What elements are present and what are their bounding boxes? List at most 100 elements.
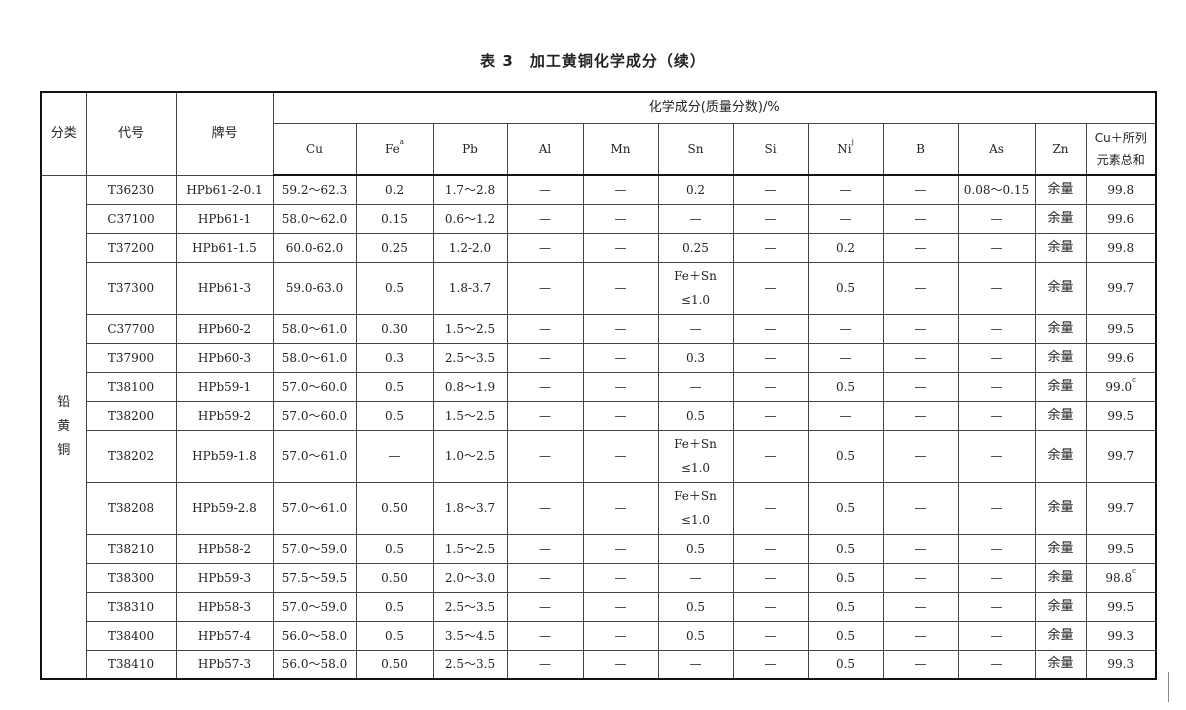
table-cell: HPb59-3 (175, 562, 274, 593)
table-row: T38300 HPb59-3 57.5～59.5 0.50 2.0～3.0 — — — — 0.5… (41, 562, 1157, 593)
cell-value: — (914, 240, 927, 255)
cell-value: — (614, 541, 627, 556)
table-cell: T38410 (85, 649, 177, 680)
footnote-marker: c (1132, 375, 1137, 384)
cell-value: 0.30 (381, 321, 408, 336)
cell-value: HPb59-2.8 (192, 501, 257, 515)
cell-value: HPb59-3 (197, 570, 252, 585)
table-cell: — (506, 429, 584, 483)
cell-value: — (764, 657, 777, 672)
cell-value: 0.25 (682, 240, 709, 255)
table-cell: — (506, 174, 584, 205)
table-cell: — (582, 203, 659, 234)
cell-value: 0.5 (835, 657, 856, 672)
table-cell: HPb59-2 (175, 400, 274, 431)
table-row: T38100 HPb59-1 57.0～60.0 0.5 0.8～1.9 — — — — 0.5 —… (41, 371, 1157, 402)
table-cell: 99.8 (1085, 232, 1157, 263)
cell-value: 0.5 (685, 541, 706, 556)
table-row: T38208 HPb59-2.8 57.0～61.0 0.50 1.8～3.7 — — Fe＋… (41, 481, 1157, 535)
cell-value: — (539, 379, 551, 394)
header-element-label: Pb (462, 142, 478, 156)
table-cell: — (506, 649, 584, 680)
table-cell: — (582, 591, 659, 622)
header-element: Mn (582, 123, 659, 176)
table-cell: HPb60-2 (175, 313, 274, 344)
table-cell: — (582, 533, 659, 564)
cell-value: — (539, 570, 551, 585)
table-cell: 99.3 (1085, 620, 1157, 651)
cell-value: — (764, 240, 777, 255)
table-cell: 余量 (1034, 261, 1087, 315)
cell-value: 0.5 (835, 570, 856, 585)
cell-value: HPb61-2-0.1 (186, 182, 263, 197)
cell-value: T37900 (107, 350, 155, 365)
cell-value: 1.7～2.8 (444, 182, 496, 197)
cell-value: HPb61-1 (197, 211, 252, 226)
table-cell: 99.6 (1085, 342, 1157, 373)
footnote-marker: c (1132, 566, 1137, 575)
cell-value: Fe＋Sn ≤1.0 (674, 269, 717, 307)
table-cell: 1.8-3.7 (432, 261, 508, 315)
cell-value: — (914, 657, 927, 672)
cell-value: 余量 (1047, 656, 1074, 672)
cell-value: T38208 (107, 501, 155, 515)
table-cell: — (882, 562, 959, 593)
table-row: T38202 HPb59-1.8 57.0～61.0 — 1.0～2.5 — — Fe＋Sn … (41, 429, 1157, 483)
cell-value: 0.5 (835, 379, 856, 394)
header-code: 代号 (85, 91, 177, 176)
cell-value: 0.5 (685, 408, 706, 423)
cell-value: — (914, 570, 927, 585)
table-cell: T37300 (85, 261, 177, 315)
table-cell: — (957, 429, 1036, 483)
cell-value: 59.2～62.3 (281, 182, 348, 197)
cell-value: T38410 (107, 657, 155, 672)
cell-value: 1.5～2.5 (444, 321, 496, 336)
cell-value: 99.5 (1107, 599, 1135, 614)
table-cell: — (732, 174, 809, 205)
table-cell: 0.5 (807, 533, 884, 564)
table-cell: 0.3 (355, 342, 434, 373)
table-cell: — (882, 203, 959, 234)
cell-value: HPb57-4 (197, 628, 252, 643)
table-cell: — (882, 429, 959, 483)
header-element: Zn (1034, 123, 1087, 176)
cell-value: — (539, 321, 551, 336)
cell-value: — (614, 321, 627, 336)
cell-value: — (914, 408, 927, 423)
cell-value: 57.5～59.5 (281, 570, 348, 585)
cell-value: — (990, 321, 1003, 336)
table-cell: 余量 (1034, 591, 1087, 622)
cell-value: 99.6 (1107, 350, 1135, 365)
table-cell: 0.5 (807, 261, 884, 315)
table-cell: 57.5～59.5 (272, 562, 357, 593)
cell-value: 57.0～59.0 (281, 599, 348, 614)
cell-value: T37300 (107, 281, 155, 295)
table-cell: — (882, 313, 959, 344)
table-cell: — (882, 342, 959, 373)
cell-value: HPb61-1.5 (192, 240, 257, 255)
table-cell: — (882, 481, 959, 535)
cell-value: T38100 (107, 379, 155, 394)
cell-value: 0.5 (835, 501, 856, 515)
cell-value: 余量 (1047, 320, 1074, 336)
cell-value: — (539, 408, 551, 423)
table-cell: 99.7 (1085, 481, 1157, 535)
table-cell: — (582, 342, 659, 373)
cell-value: 1.8～3.7 (444, 501, 496, 515)
cell-value: — (764, 182, 777, 197)
table-cell: 0.5 (807, 371, 884, 402)
table-cell: — (732, 481, 809, 535)
cell-value: — (614, 240, 627, 255)
table-cell: — (582, 620, 659, 651)
cell-value: 0.5 (835, 541, 856, 556)
table-cell: 2.5～3.5 (432, 591, 508, 622)
cell-value: — (764, 570, 777, 585)
cell-value: 0.5 (835, 449, 856, 463)
cell-value: — (539, 240, 551, 255)
header-element-label: As (989, 142, 1004, 156)
table-cell: 0.5 (657, 620, 734, 651)
cell-value: 56.0～58.0 (281, 628, 348, 643)
cell-value: — (764, 321, 777, 336)
cell-value: T38200 (107, 408, 155, 423)
cell-value: 余量 (1047, 540, 1074, 556)
